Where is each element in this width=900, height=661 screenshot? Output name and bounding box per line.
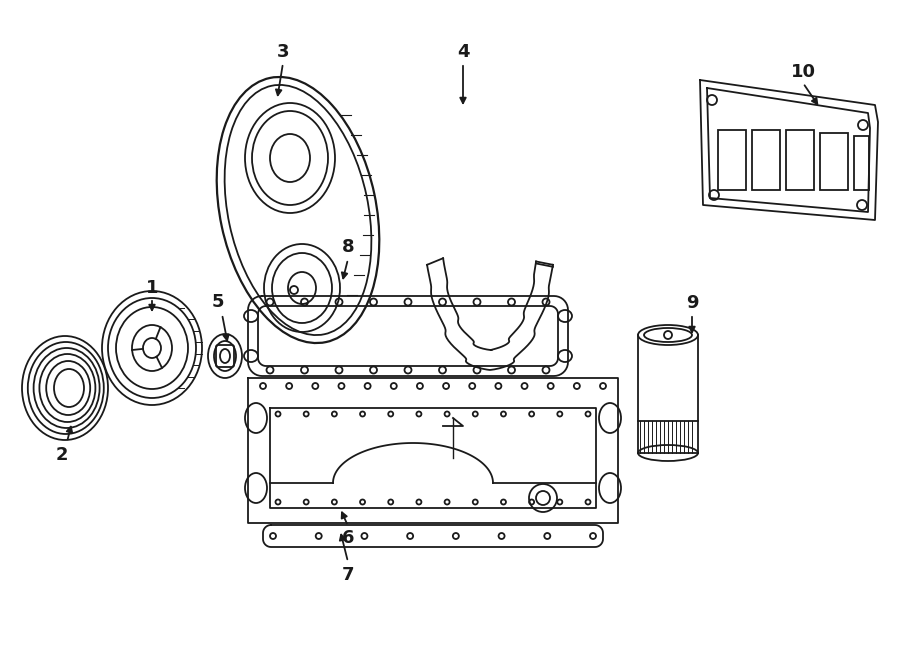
Text: 10: 10: [790, 63, 815, 81]
Bar: [718, 130, 746, 190]
Bar: [752, 130, 780, 190]
Text: 2: 2: [56, 446, 68, 464]
Text: 6: 6: [342, 529, 355, 547]
Text: 9: 9: [686, 294, 698, 312]
Text: 5: 5: [212, 293, 224, 311]
Bar: [786, 130, 814, 190]
Text: 3: 3: [277, 43, 289, 61]
Text: 7: 7: [342, 566, 355, 584]
Text: 8: 8: [342, 238, 355, 256]
Bar: [854, 136, 869, 190]
Text: 4: 4: [456, 43, 469, 61]
Text: 1: 1: [146, 279, 158, 297]
Bar: [820, 133, 848, 190]
